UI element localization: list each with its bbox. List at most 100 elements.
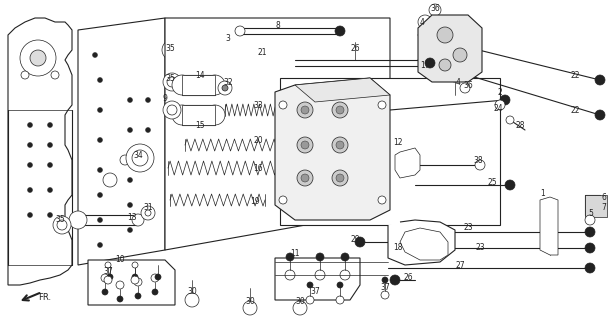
Text: 16: 16	[253, 164, 263, 172]
Circle shape	[429, 4, 441, 16]
Text: 8: 8	[275, 20, 280, 29]
Circle shape	[127, 153, 133, 157]
Circle shape	[28, 188, 32, 193]
Circle shape	[306, 296, 314, 304]
Polygon shape	[8, 18, 72, 285]
Circle shape	[332, 137, 348, 153]
Circle shape	[585, 215, 595, 225]
Circle shape	[332, 170, 348, 186]
Text: 30: 30	[245, 298, 255, 307]
Bar	[585, 195, 607, 217]
Circle shape	[336, 141, 344, 149]
Circle shape	[448, 68, 462, 82]
Circle shape	[341, 253, 349, 261]
Circle shape	[146, 98, 151, 102]
Text: 9: 9	[163, 93, 168, 102]
Circle shape	[301, 141, 309, 149]
Text: 37: 37	[103, 268, 113, 276]
Circle shape	[425, 58, 435, 68]
Circle shape	[595, 110, 605, 120]
Circle shape	[126, 144, 154, 172]
Text: 31: 31	[143, 204, 153, 212]
Circle shape	[437, 27, 453, 43]
Text: 22: 22	[570, 70, 580, 79]
Circle shape	[20, 40, 56, 76]
Text: 18: 18	[394, 244, 403, 252]
Text: 21: 21	[257, 47, 267, 57]
Text: 34: 34	[133, 150, 143, 159]
Circle shape	[307, 282, 313, 288]
Circle shape	[337, 282, 343, 288]
Circle shape	[97, 243, 102, 247]
Circle shape	[97, 138, 102, 142]
Text: 22: 22	[570, 106, 580, 115]
Circle shape	[97, 218, 102, 222]
Circle shape	[48, 123, 53, 127]
Polygon shape	[275, 258, 360, 300]
Circle shape	[69, 211, 87, 229]
Circle shape	[218, 81, 232, 95]
Circle shape	[297, 137, 313, 153]
Circle shape	[48, 163, 53, 167]
Circle shape	[506, 116, 514, 124]
Text: 30: 30	[295, 298, 305, 307]
Circle shape	[301, 174, 309, 182]
Circle shape	[335, 26, 345, 36]
Circle shape	[336, 106, 344, 114]
Circle shape	[28, 212, 32, 218]
Circle shape	[172, 105, 192, 125]
Text: 35: 35	[55, 215, 65, 225]
Circle shape	[453, 48, 467, 62]
Text: 26: 26	[350, 44, 360, 52]
Circle shape	[243, 301, 257, 315]
Circle shape	[378, 196, 386, 204]
Circle shape	[297, 102, 313, 118]
Circle shape	[222, 85, 228, 91]
Text: 30: 30	[187, 287, 197, 297]
Text: 4: 4	[455, 77, 460, 86]
Circle shape	[167, 77, 177, 87]
Circle shape	[48, 142, 53, 148]
Circle shape	[382, 277, 388, 283]
Circle shape	[30, 50, 46, 66]
Text: 14: 14	[195, 70, 205, 79]
Circle shape	[595, 75, 605, 85]
Circle shape	[336, 296, 344, 304]
Text: 24: 24	[493, 103, 503, 113]
Text: 10: 10	[115, 255, 125, 265]
Circle shape	[28, 142, 32, 148]
Text: 27: 27	[455, 260, 465, 269]
Circle shape	[378, 101, 386, 109]
Circle shape	[127, 127, 133, 132]
Circle shape	[585, 227, 595, 237]
Circle shape	[172, 75, 192, 95]
Circle shape	[406, 239, 418, 251]
Circle shape	[293, 301, 307, 315]
Polygon shape	[540, 197, 558, 255]
Circle shape	[390, 275, 400, 285]
Circle shape	[301, 106, 309, 114]
Circle shape	[132, 262, 138, 268]
Circle shape	[297, 170, 313, 186]
Text: 23: 23	[463, 223, 473, 233]
Polygon shape	[88, 260, 175, 305]
Circle shape	[127, 203, 133, 207]
Circle shape	[28, 123, 32, 127]
Text: 15: 15	[195, 121, 205, 130]
Circle shape	[475, 160, 485, 170]
Circle shape	[97, 108, 102, 113]
Polygon shape	[395, 148, 420, 178]
Polygon shape	[280, 78, 500, 225]
Circle shape	[505, 180, 515, 190]
Text: 4: 4	[420, 18, 425, 27]
Circle shape	[51, 71, 59, 79]
Circle shape	[132, 150, 148, 166]
Circle shape	[28, 163, 32, 167]
Circle shape	[495, 100, 505, 110]
Circle shape	[585, 263, 595, 273]
Bar	[182, 75, 215, 95]
Circle shape	[117, 296, 123, 302]
Text: 19: 19	[250, 197, 260, 206]
Circle shape	[355, 237, 365, 247]
Polygon shape	[165, 18, 390, 250]
